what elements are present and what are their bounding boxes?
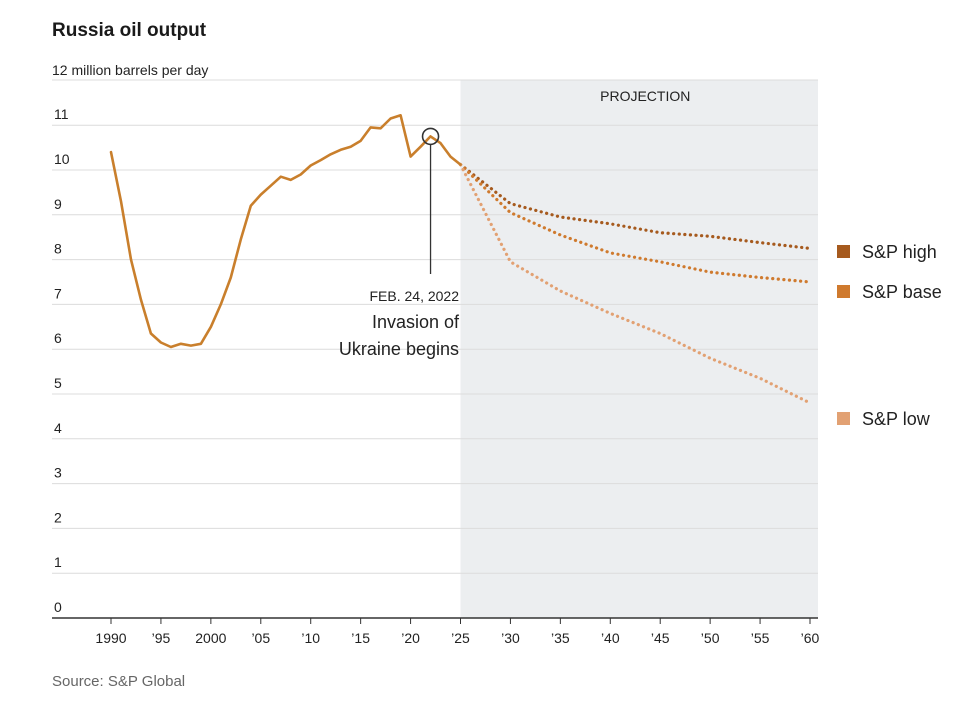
x-axis-ticks: 1990 ’95 2000 ’05 ’10 ’15 ’20 ’25 ’30 ’35 ’40 ’45 ’5… [95,618,820,646]
x-tick-label: 1990 [95,630,126,646]
y-tick-label: 1 [54,554,62,570]
annotation-marker [421,127,440,146]
y-tick-label: 7 [54,285,62,301]
y-tick-label: 5 [54,375,62,391]
x-tick-label: ’45 [651,630,670,646]
annotation-date: FEB. 24, 2022 [369,288,459,304]
x-tick-label: 2000 [195,630,226,646]
projection-series-line [458,163,812,284]
x-tick-label: ’60 [801,630,820,646]
x-tick-label: ’30 [501,630,520,646]
projection-series-line [458,163,812,250]
y-tick-label: 9 [54,196,62,212]
legend-label: S&P low [862,409,931,429]
x-tick-label: ’35 [551,630,570,646]
y-tick-label: 0 [54,599,62,615]
projection-label: PROJECTION [600,88,690,104]
unit-label: 12 million barrels per day [52,62,208,78]
legend: S&P high S&P base S&P low [837,242,942,429]
source-note: Source: S&P Global [52,673,186,690]
x-tick-label: ’95 [152,630,171,646]
legend-label: S&P base [862,282,942,302]
y-tick-label: 3 [54,465,62,481]
x-tick-label: ’05 [251,630,270,646]
legend-swatch [837,245,850,258]
x-tick-label: ’25 [451,630,470,646]
x-tick-label: ’10 [301,630,320,646]
y-tick-label: 6 [54,330,62,346]
x-tick-label: ’55 [751,630,770,646]
legend-swatch [837,285,850,298]
legend-swatch [837,412,850,425]
y-tick-label: 8 [54,241,62,257]
y-tick-label: 11 [54,106,69,122]
x-tick-label: ’50 [701,630,720,646]
projection-series-line [458,163,812,405]
gridlines [52,79,818,574]
invasion-annotation: FEB. 24, 2022 Invasion of Ukraine begins [339,127,460,359]
y-tick-label: 4 [54,420,62,436]
x-tick-label: ’20 [401,630,420,646]
annotation-line2: Ukraine begins [339,339,459,359]
x-tick-label: ’15 [351,630,370,646]
annotation-line1: Invasion of [372,312,460,332]
chart-title: Russia oil output [52,20,207,41]
x-tick-label: ’40 [601,630,620,646]
y-tick-label: 2 [54,509,62,525]
historical-series-line [109,114,462,349]
y-tick-label: 10 [54,151,70,167]
series-lines [109,114,812,405]
y-axis-ticks: 0 1 2 3 4 5 6 7 8 9 10 11 [54,106,70,615]
legend-label: S&P high [862,242,937,262]
